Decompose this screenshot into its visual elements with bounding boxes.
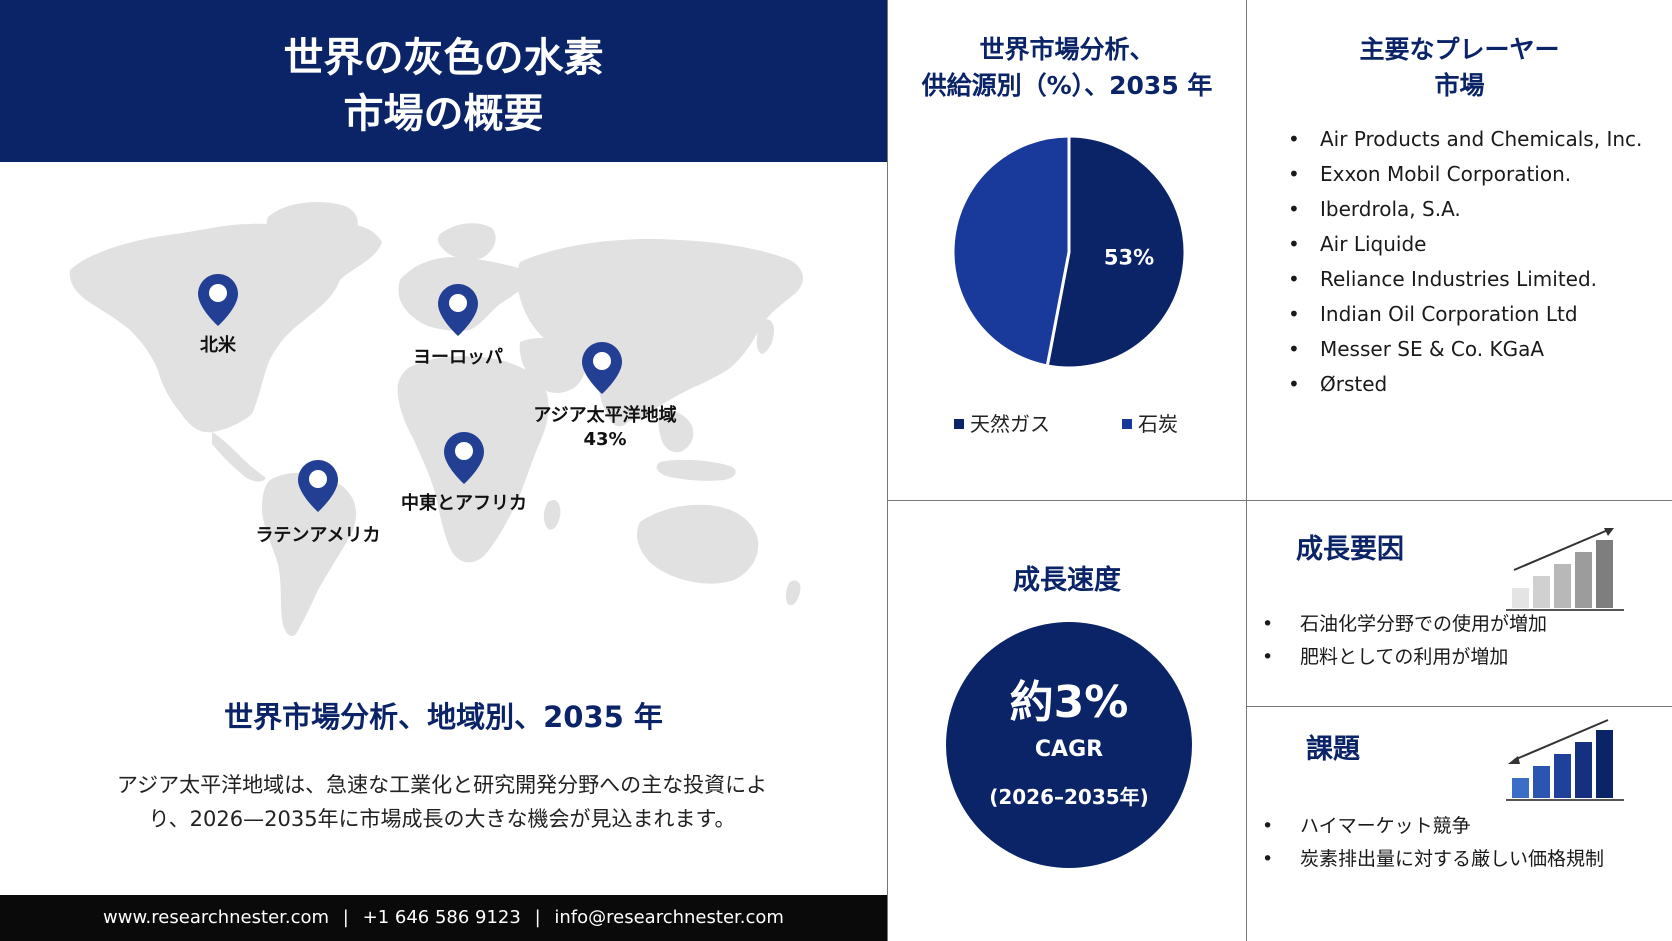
region-label-middle-east-africa: 中東とアフリカ bbox=[401, 493, 527, 514]
region-new-zealand bbox=[785, 580, 801, 606]
legend-swatch-coal bbox=[1122, 419, 1132, 429]
footer-separator: | bbox=[534, 907, 541, 928]
region-southeast-asia bbox=[658, 410, 694, 453]
north-america-pin-icon bbox=[198, 274, 238, 326]
list-item: Iberdrola, S.A. bbox=[1280, 193, 1660, 225]
list-item: Air Products and Chemicals, Inc. bbox=[1280, 123, 1660, 155]
region-label-latin-america: ラテンアメリカ bbox=[255, 525, 381, 546]
page-title-line-2: 市場の概要 bbox=[343, 91, 544, 137]
page-title-line-1: 世界の灰色の水素 bbox=[283, 35, 604, 81]
region-label-asia-pacific: アジア太平洋地域 bbox=[533, 405, 677, 426]
legend-label-natural-gas: 天然ガス bbox=[970, 412, 1050, 436]
continent-north-america bbox=[69, 223, 382, 433]
list-item: Reliance Industries Limited. bbox=[1280, 263, 1660, 295]
pie-title-line-2: 供給源別（%）、2035 年 bbox=[921, 71, 1213, 100]
growth-rate-title: 成長速度 bbox=[1013, 565, 1121, 596]
legend-label-coal: 石炭 bbox=[1138, 412, 1178, 436]
list-item: 炭素排出量に対する厳しい価格規制 bbox=[1262, 843, 1652, 876]
continent-australia bbox=[637, 504, 759, 584]
legend-item-natural-gas: 天然ガス bbox=[954, 408, 1050, 437]
key-players-list: Air Products and Chemicals, Inc. Exxon M… bbox=[1280, 123, 1660, 403]
list-item: Messer SE & Co. KGaA bbox=[1280, 333, 1660, 365]
continents bbox=[69, 201, 803, 637]
pie-title-line-1: 世界市場分析、 bbox=[979, 35, 1155, 64]
pie-chart-title: 世界市場分析、 供給源別（%）、2035 年 bbox=[888, 32, 1246, 104]
list-item: Indian Oil Corporation Ltd bbox=[1280, 298, 1660, 330]
footer-phone[interactable]: +1 646 586 9123 bbox=[362, 907, 521, 928]
pie-slice-natural-gas bbox=[1045, 134, 1187, 370]
players-title-line-1: 主要なプレーヤー bbox=[1359, 35, 1560, 64]
challenges-list: ハイマーケット競争 炭素排出量に対する厳しい価格規制 bbox=[1262, 810, 1652, 876]
list-item: 肥料としての利用が増加 bbox=[1262, 641, 1662, 674]
cagr-circle: 約3% CAGR (2026–2035年) bbox=[946, 622, 1192, 868]
cagr-label: CAGR bbox=[1034, 737, 1104, 762]
players-title-line-2: 市場 bbox=[1434, 71, 1485, 100]
footer-bar: www.researchnester.com | +1 646 586 9123… bbox=[0, 895, 887, 941]
list-item: Ørsted bbox=[1280, 368, 1660, 400]
cagr-period: (2026–2035年) bbox=[989, 785, 1149, 809]
growth-bar-chart-icon bbox=[1506, 528, 1624, 611]
continent-south-america bbox=[262, 472, 357, 637]
key-players-title: 主要なプレーヤー 市場 bbox=[1247, 32, 1672, 104]
title-banner: 世界の灰色の水素 市場の概要 bbox=[0, 0, 887, 162]
list-item: Air Liquide bbox=[1280, 228, 1660, 260]
growth-drivers-title: 成長要因 bbox=[1296, 534, 1404, 565]
list-item: 石油化学分野での使用が増加 bbox=[1262, 608, 1662, 641]
world-map: 北米 ヨーロッパ アジア太平洋地域 43% 中東とアフリカ ラテンアメリカ bbox=[0, 162, 887, 682]
regional-analysis-text: アジア太平洋地域は、急速な工業化と研究開発分野への主な投資により、2026—20… bbox=[116, 773, 768, 831]
cagr-value: 約3% bbox=[1009, 677, 1129, 728]
continent-central-america bbox=[212, 432, 266, 482]
region-indonesia bbox=[656, 459, 736, 481]
divider-vertical-main bbox=[887, 0, 888, 941]
continent-greenland bbox=[266, 201, 358, 252]
pie-slices bbox=[951, 134, 1187, 370]
legend-item-coal: 石炭 bbox=[1122, 408, 1178, 437]
continent-scandinavia bbox=[437, 223, 496, 260]
continent-asia bbox=[517, 238, 803, 421]
footer-separator: | bbox=[342, 907, 349, 928]
divider-horizontal-middle bbox=[887, 500, 1672, 501]
challenges-title: 課題 bbox=[1306, 734, 1360, 765]
europe-pin-icon bbox=[438, 284, 478, 336]
region-label-europe: ヨーロッパ bbox=[413, 347, 503, 368]
asia-pacific-pin-icon bbox=[582, 342, 622, 394]
pie-slice-label-natural-gas: 53% bbox=[1104, 246, 1154, 270]
region-japan bbox=[756, 319, 774, 354]
footer-email-link[interactable]: info@researchnester.com bbox=[554, 907, 784, 928]
growth-drivers-list: 石油化学分野での使用が増加 肥料としての利用が増加 bbox=[1262, 608, 1662, 674]
divider-horizontal-right bbox=[1246, 706, 1672, 707]
footer-website-link[interactable]: www.researchnester.com bbox=[103, 907, 330, 928]
region-value-asia-pacific: 43% bbox=[583, 429, 627, 450]
divider-vertical-right bbox=[1246, 0, 1247, 941]
legend-swatch-natural-gas bbox=[954, 419, 964, 429]
list-item: ハイマーケット競争 bbox=[1262, 810, 1652, 843]
continent-madagascar bbox=[543, 499, 561, 530]
latin-america-pin-icon bbox=[298, 460, 338, 512]
pie-chart: 53% bbox=[951, 134, 1187, 370]
pie-slice-coal bbox=[951, 134, 1071, 368]
list-item: Exxon Mobil Corporation. bbox=[1280, 158, 1660, 190]
regional-analysis-heading: 世界市場分析、地域別、2035 年 bbox=[224, 700, 663, 734]
middle-east-africa-pin-icon bbox=[444, 432, 484, 484]
world-map-graphic bbox=[69, 201, 803, 637]
challenges-bar-chart-icon bbox=[1506, 719, 1624, 801]
region-label-north-america: 北米 bbox=[200, 335, 236, 356]
